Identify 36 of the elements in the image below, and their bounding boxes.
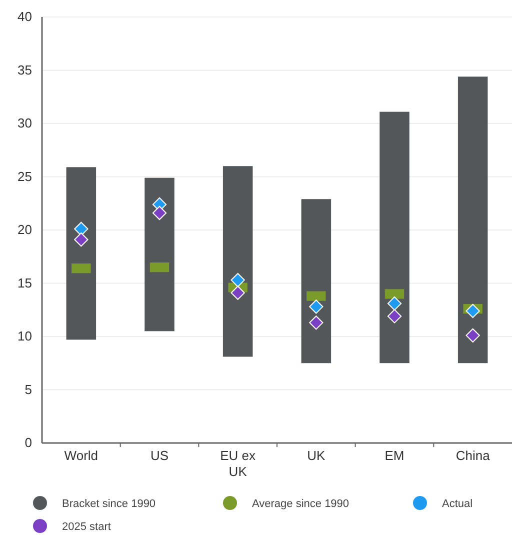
point [74,232,88,247]
point [466,328,480,343]
y-tick-label: 10 [18,328,32,344]
point [309,316,324,330]
legend-label: Average since 1990 [252,498,350,510]
bar [380,112,410,364]
point [230,272,245,288]
point [309,300,324,314]
point [74,222,88,236]
y-tick-label: 35 [18,62,32,78]
x-tick-label: US [150,448,169,464]
bar [222,166,253,357]
x-tick-label: UK [307,448,326,464]
x-tick-label: China [456,448,491,464]
bar [458,76,488,364]
y-tick-label: 5 [24,382,32,397]
y-tick-label: 20 [18,222,32,238]
bar [144,178,174,332]
point [466,304,480,318]
x-tick-label: EU ex UK [220,448,256,479]
y-tick-label: 15 [18,275,32,290]
bar [66,167,96,340]
x-tick-label: World [64,448,98,464]
legend-label: Actual [442,498,473,510]
point [387,309,402,324]
x-tick-label: EM [384,448,404,464]
point [230,286,245,300]
point [152,206,167,220]
y-tick-label: 0 [24,435,32,450]
y-tick-label: 30 [18,116,32,131]
legend-label: 2025 start [62,520,111,533]
point [387,296,402,311]
y-tick-label: 25 [18,168,32,184]
y-tick-label: 40 [18,9,32,24]
bar [301,199,332,364]
legend-label: Bracket since 1990 [62,498,156,510]
